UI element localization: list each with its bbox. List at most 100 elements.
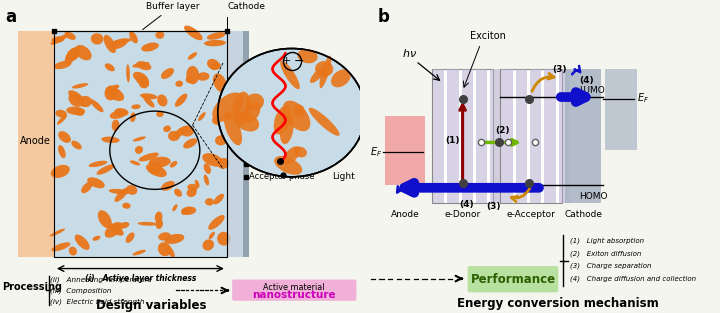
Ellipse shape: [139, 80, 149, 88]
FancyBboxPatch shape: [18, 31, 54, 257]
Ellipse shape: [297, 49, 318, 63]
Ellipse shape: [280, 61, 300, 89]
Ellipse shape: [136, 61, 151, 70]
Ellipse shape: [109, 189, 130, 194]
Ellipse shape: [126, 185, 138, 195]
Text: (1)   Light absorption: (1) Light absorption: [570, 238, 644, 244]
Ellipse shape: [143, 95, 155, 108]
Ellipse shape: [140, 93, 158, 99]
Ellipse shape: [146, 164, 167, 177]
Ellipse shape: [96, 164, 114, 175]
Ellipse shape: [91, 33, 104, 44]
Text: Acceptor phase: Acceptor phase: [249, 172, 315, 181]
Ellipse shape: [213, 194, 224, 204]
FancyBboxPatch shape: [490, 69, 502, 203]
Ellipse shape: [207, 59, 220, 70]
Ellipse shape: [163, 126, 171, 132]
Ellipse shape: [186, 66, 199, 84]
Text: e-Donor: e-Donor: [444, 210, 481, 219]
FancyBboxPatch shape: [530, 69, 541, 203]
Ellipse shape: [294, 146, 307, 157]
Ellipse shape: [65, 47, 78, 64]
Ellipse shape: [274, 156, 302, 175]
Ellipse shape: [138, 222, 158, 226]
Ellipse shape: [208, 215, 225, 230]
Ellipse shape: [246, 94, 264, 110]
Ellipse shape: [50, 34, 68, 45]
Ellipse shape: [204, 40, 226, 46]
Ellipse shape: [164, 234, 184, 244]
Ellipse shape: [233, 92, 251, 125]
Ellipse shape: [205, 198, 214, 206]
Ellipse shape: [155, 212, 163, 223]
FancyBboxPatch shape: [565, 69, 601, 203]
Ellipse shape: [283, 100, 310, 131]
Ellipse shape: [71, 141, 81, 150]
Ellipse shape: [170, 161, 177, 167]
Ellipse shape: [136, 76, 149, 85]
Ellipse shape: [67, 48, 80, 61]
Ellipse shape: [109, 224, 124, 236]
Ellipse shape: [75, 110, 84, 116]
Ellipse shape: [186, 188, 197, 197]
Text: Design variables: Design variables: [96, 299, 207, 312]
Ellipse shape: [166, 245, 175, 257]
Ellipse shape: [172, 204, 178, 211]
Ellipse shape: [92, 236, 100, 241]
FancyBboxPatch shape: [432, 69, 493, 203]
Ellipse shape: [195, 180, 199, 188]
Ellipse shape: [135, 146, 143, 154]
Ellipse shape: [58, 131, 71, 143]
Ellipse shape: [133, 72, 148, 84]
Ellipse shape: [197, 72, 210, 81]
Ellipse shape: [212, 116, 222, 125]
FancyBboxPatch shape: [385, 116, 425, 185]
Ellipse shape: [109, 110, 127, 119]
FancyBboxPatch shape: [500, 69, 562, 203]
Ellipse shape: [81, 182, 92, 193]
Ellipse shape: [183, 138, 197, 148]
Ellipse shape: [161, 68, 174, 79]
Ellipse shape: [131, 104, 140, 109]
Ellipse shape: [57, 115, 67, 125]
FancyBboxPatch shape: [605, 69, 637, 150]
FancyBboxPatch shape: [243, 31, 249, 257]
Text: (4)   Charge diffusion and collection: (4) Charge diffusion and collection: [570, 275, 696, 282]
Text: nanostructure: nanostructure: [252, 290, 336, 300]
Ellipse shape: [68, 90, 84, 103]
Ellipse shape: [50, 165, 70, 178]
FancyBboxPatch shape: [54, 31, 227, 257]
Ellipse shape: [132, 62, 150, 68]
Ellipse shape: [181, 207, 196, 215]
Ellipse shape: [72, 83, 88, 89]
Text: (iv)  Electric field strength: (iv) Electric field strength: [50, 298, 145, 305]
Text: Cathode: Cathode: [564, 210, 602, 219]
Text: Energy conversion mechanism: Energy conversion mechanism: [457, 297, 659, 310]
Ellipse shape: [283, 146, 300, 165]
Text: a: a: [6, 8, 17, 26]
Ellipse shape: [87, 177, 104, 188]
FancyBboxPatch shape: [433, 69, 444, 203]
Ellipse shape: [130, 112, 135, 122]
Text: −: −: [294, 54, 304, 68]
Ellipse shape: [186, 76, 194, 83]
Ellipse shape: [187, 184, 198, 191]
Ellipse shape: [181, 126, 194, 136]
Ellipse shape: [133, 136, 146, 141]
Text: Processing: Processing: [1, 282, 62, 292]
Ellipse shape: [331, 69, 351, 87]
Ellipse shape: [198, 112, 206, 121]
Ellipse shape: [90, 99, 104, 112]
Ellipse shape: [207, 32, 225, 40]
Ellipse shape: [202, 153, 223, 167]
Ellipse shape: [112, 120, 120, 131]
Ellipse shape: [114, 108, 129, 116]
Text: (ii)   Annealing Temperature: (ii) Annealing Temperature: [50, 276, 153, 283]
Ellipse shape: [102, 136, 120, 143]
Ellipse shape: [104, 85, 117, 100]
Text: (3): (3): [552, 64, 567, 74]
Ellipse shape: [119, 222, 130, 229]
FancyBboxPatch shape: [227, 31, 243, 257]
Ellipse shape: [78, 96, 92, 107]
Ellipse shape: [156, 31, 164, 39]
